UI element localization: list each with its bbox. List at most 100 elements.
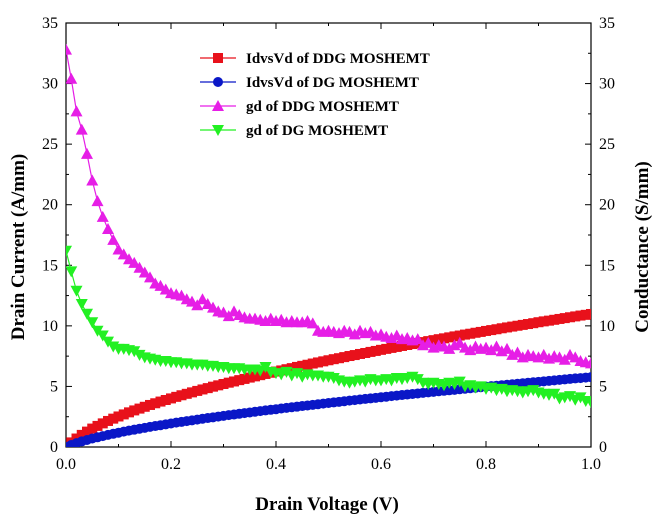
data-point: [292, 361, 302, 372]
data-point: [128, 346, 141, 358]
series-3: [66, 245, 591, 409]
y-right-tick-label: 25: [599, 136, 615, 153]
data-point: [81, 147, 93, 159]
data-point: [491, 324, 502, 335]
data-point: [192, 385, 203, 396]
data-point: [507, 321, 518, 332]
data-point: [70, 105, 83, 117]
data-point: [386, 342, 397, 353]
legend-label: gd of DG MOSHEMT: [246, 123, 388, 139]
data-point: [66, 43, 72, 55]
data-point: [523, 319, 533, 330]
y-left-tick-label: 35: [42, 15, 58, 32]
data-point: [544, 315, 554, 326]
data-point: [549, 314, 560, 325]
data-point: [66, 245, 72, 257]
data-point: [82, 426, 92, 437]
data-point: [208, 381, 218, 392]
legend-label: gd of DDG MOSHEMT: [246, 99, 399, 115]
data-point: [107, 233, 120, 245]
data-point: [202, 383, 213, 394]
y-left-tick-label: 20: [42, 197, 58, 214]
data-point: [411, 374, 424, 386]
data-point: [411, 333, 424, 345]
data-point: [181, 388, 192, 399]
data-point: [112, 243, 125, 255]
data-point: [575, 310, 586, 321]
data-point: [244, 372, 255, 383]
data-point: [496, 323, 507, 334]
data-point: [422, 336, 435, 348]
data-point: [75, 123, 88, 135]
data-point: [133, 261, 146, 273]
legend: IdvsVd of DDG MOSHEMT IdvsVd of DG MOSHEM…: [200, 51, 430, 139]
data-point: [75, 299, 88, 311]
data-point: [454, 330, 465, 341]
data-point: [344, 351, 355, 362]
x-tick-label: 0.6: [371, 456, 391, 473]
data-point: [397, 340, 407, 351]
data-point: [502, 322, 512, 333]
data-point: [490, 340, 503, 352]
data-point: [511, 346, 524, 358]
data-point: [139, 401, 150, 412]
data-point: [360, 347, 371, 358]
data-point: [213, 380, 224, 391]
data-point: [134, 403, 145, 414]
data-point: [86, 317, 99, 329]
data-point: [501, 342, 513, 354]
data-point: [145, 399, 155, 410]
data-point: [117, 248, 130, 260]
legend-marker: [212, 125, 224, 136]
series-layer: [66, 43, 591, 447]
data-point: [586, 372, 591, 383]
x-tick-label: 0.2: [161, 456, 181, 473]
series-line: [66, 49, 591, 364]
y-right-tick-label: 5: [599, 378, 607, 395]
data-point: [349, 350, 360, 361]
data-point: [103, 415, 113, 426]
data-point: [433, 334, 444, 345]
data-point: [138, 266, 151, 278]
data-point: [302, 359, 313, 370]
data-point: [443, 342, 456, 354]
data-point: [339, 352, 350, 363]
data-point: [306, 317, 319, 329]
data-point: [574, 392, 587, 404]
data-point: [328, 354, 339, 365]
data-point: [155, 396, 166, 407]
data-point: [81, 308, 93, 320]
data-point: [586, 308, 591, 319]
data-point: [318, 356, 329, 367]
y-right-axis-ticks: 0 5 10 15 20 25 30 35: [585, 15, 615, 456]
data-point: [475, 326, 486, 337]
y-left-tick-label: 30: [42, 76, 58, 93]
data-point: [439, 333, 449, 344]
legend-item: gd of DG MOSHEMT: [200, 123, 388, 139]
data-point: [376, 344, 386, 355]
data-point: [66, 72, 78, 84]
data-point: [381, 343, 392, 354]
data-point: [76, 429, 87, 440]
data-point: [150, 398, 161, 409]
x-tick-label: 1.0: [581, 456, 601, 473]
data-point: [218, 379, 229, 390]
data-point: [160, 394, 171, 405]
data-point: [565, 312, 575, 323]
data-point: [280, 366, 293, 378]
y-right-tick-label: 15: [599, 257, 615, 274]
data-point: [580, 309, 591, 320]
data-point: [129, 405, 140, 416]
data-point: [250, 371, 260, 382]
data-point: [464, 344, 477, 356]
data-point: [124, 407, 134, 418]
legend-marker: [213, 77, 223, 87]
data-point: [92, 420, 103, 431]
data-point: [96, 210, 109, 222]
data-point: [528, 318, 539, 329]
legend-item: gd of DDG MOSHEMT: [200, 99, 399, 115]
x-axis-title: Drain Voltage (V): [255, 494, 399, 515]
legend-label: IdvsVd of DG MOSHEMT: [246, 75, 419, 91]
data-point: [171, 391, 182, 402]
data-point: [197, 384, 208, 395]
